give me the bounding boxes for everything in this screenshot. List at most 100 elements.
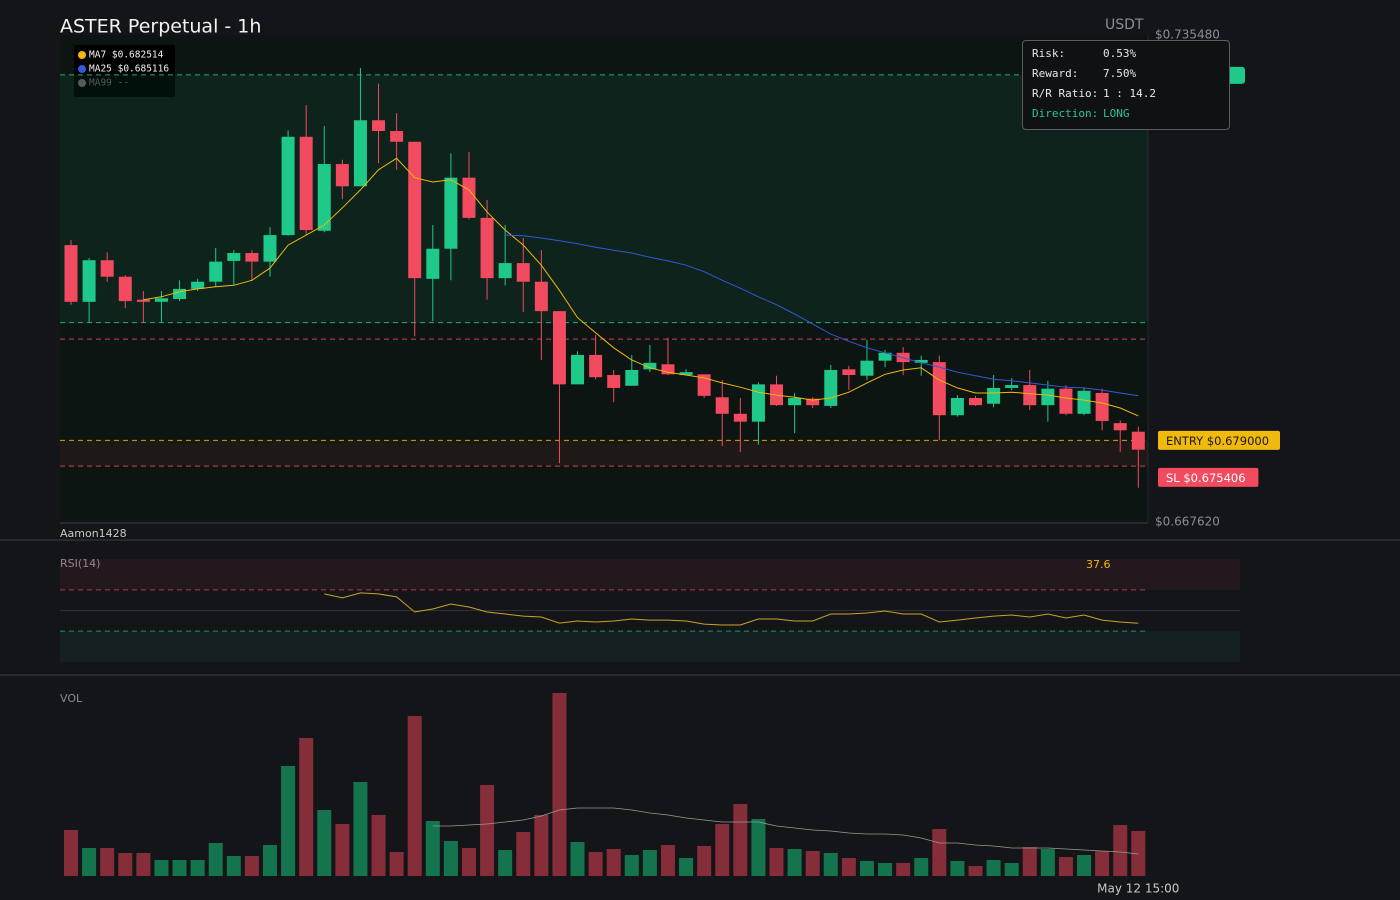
volume-bar — [82, 848, 97, 876]
volume-bar — [570, 842, 585, 876]
volume-bar — [1131, 831, 1146, 876]
candle-body — [408, 141, 422, 279]
volume-bar — [443, 841, 458, 876]
rsi-line — [324, 592, 1139, 626]
risk-row: R/R Ratio: 1 : 14.2 — [1032, 86, 1229, 106]
volume-bar — [461, 848, 476, 876]
volume-bar — [624, 855, 639, 876]
candle-body — [281, 136, 295, 236]
volume-bar — [498, 850, 513, 876]
candle-body — [1041, 388, 1055, 406]
risk-value: 7.50% — [1103, 67, 1137, 80]
y-tick-label: $0.667620 — [1155, 515, 1220, 529]
candle-body — [969, 397, 982, 406]
volume-bar — [262, 845, 277, 876]
x-tick-label: May 12 15:00 — [1097, 882, 1179, 896]
candle-body — [100, 260, 114, 277]
overbought-zone — [60, 559, 1240, 590]
volume-bar — [878, 863, 893, 876]
volume-bar — [100, 848, 115, 876]
candle-body — [932, 362, 946, 416]
volume-bar — [1004, 863, 1019, 876]
legend-dot — [78, 51, 86, 59]
volume-bar — [787, 849, 802, 876]
volume-bar — [986, 860, 1001, 876]
legend-label: MA7 $0.682514 — [89, 50, 164, 61]
candle-body — [788, 397, 802, 406]
candle-body — [173, 288, 187, 299]
candle-body — [697, 374, 711, 396]
candle-body — [1131, 431, 1145, 450]
candle-body — [227, 253, 241, 261]
level-label: ENTRY $0.679000 — [1166, 434, 1269, 448]
volume-bar — [154, 860, 169, 876]
legend-label: MA99 -- — [89, 78, 129, 89]
risk-value: 0.53% — [1103, 47, 1137, 60]
candle-body — [1095, 392, 1109, 421]
candle-body — [353, 120, 367, 187]
volume-bar — [118, 853, 133, 876]
candle-body — [82, 260, 96, 302]
oversold-zone — [60, 631, 1240, 662]
risk-key: R/R Ratio: — [1032, 87, 1099, 100]
volume-bar — [679, 858, 694, 876]
candle-body — [245, 253, 259, 262]
volume-bar — [1095, 851, 1110, 876]
candle-body — [498, 263, 512, 279]
volume-bar — [1040, 849, 1055, 876]
volume-bar — [389, 852, 404, 876]
volume-bar — [642, 850, 657, 876]
volume-bar — [950, 861, 965, 876]
candle-body — [661, 364, 675, 375]
candle-body — [715, 397, 729, 414]
volume-bar — [136, 853, 151, 876]
candle-body — [1113, 423, 1127, 431]
level-tag — [1158, 467, 1259, 487]
candle-body — [950, 397, 964, 416]
volume-bar — [480, 785, 495, 876]
volume-bar — [353, 782, 368, 876]
candle-body — [480, 217, 494, 279]
candle-body — [625, 370, 639, 386]
candle-body — [733, 413, 747, 422]
volume-bar — [1058, 857, 1073, 876]
candle-body — [1077, 390, 1091, 414]
volume-bar — [769, 848, 784, 876]
volume-bar — [588, 852, 603, 876]
candle-body — [607, 375, 621, 388]
volume-bar — [425, 821, 440, 876]
volume-bar — [64, 830, 78, 876]
volume-bar — [660, 845, 675, 876]
candle-body — [263, 235, 277, 262]
volume-bar — [805, 851, 820, 876]
candle-body — [824, 370, 838, 406]
volume-bar — [407, 716, 422, 876]
candle-body — [679, 372, 693, 376]
candle-body — [154, 298, 168, 302]
volume-bar — [1077, 855, 1092, 876]
vol-title: VOL — [60, 692, 83, 705]
volume-bar — [281, 766, 296, 876]
currency: USDT — [1105, 17, 1144, 33]
rsi-title: RSI(14) — [60, 557, 100, 570]
rsi-value: 37.6 — [1086, 558, 1111, 571]
candle-body — [462, 177, 476, 218]
volume-bar — [208, 843, 223, 876]
volume-bar — [534, 815, 549, 876]
legend-dot — [78, 79, 86, 87]
candle-body — [643, 362, 657, 370]
volume-bar — [896, 863, 911, 876]
candle-body — [444, 177, 458, 249]
zone — [60, 74, 1148, 323]
volume-bar — [1113, 825, 1128, 876]
ma-line — [143, 157, 1139, 417]
candle-body — [842, 369, 856, 376]
chart-title: ASTER Perpetual - 1h — [60, 16, 261, 38]
candle-body — [390, 131, 404, 142]
volume-bar — [172, 860, 187, 876]
plot-area — [60, 35, 1148, 523]
volume-bar — [299, 738, 314, 876]
candle-body — [806, 398, 820, 406]
